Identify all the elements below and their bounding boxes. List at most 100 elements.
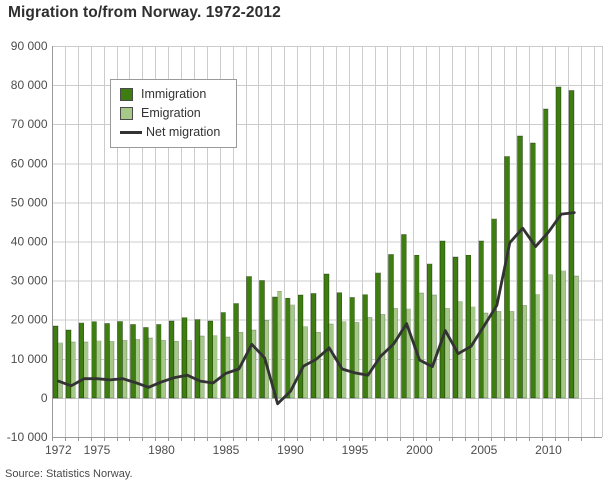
emigration-bar-1993: [328, 323, 334, 399]
legend-item-emigration: Emigration: [120, 106, 228, 120]
y-tick-label: 70 000: [11, 117, 48, 131]
y-tick-label: 50 000: [11, 195, 48, 209]
y-tick-label: 20 000: [11, 313, 48, 327]
emigration-bar-1981: [173, 340, 179, 399]
y-tick-label: 80 000: [11, 78, 48, 92]
legend-item-net: Net migration: [120, 125, 228, 139]
emigration-bar-1977: [122, 339, 128, 399]
net-migration-line-icon: [120, 130, 142, 134]
immigration-bar-1998: [388, 253, 394, 399]
x-tick-label: 1975: [84, 443, 111, 457]
immigration-bar-2004: [465, 254, 472, 399]
emigration-bar-1990: [289, 304, 296, 399]
immigration-bar-1999: [400, 234, 407, 399]
immigration-bar-1996: [362, 294, 369, 399]
y-tick-label: -10 000: [7, 430, 48, 444]
emigration-bar-1998: [392, 307, 399, 399]
immigration-bar-1980: [155, 323, 162, 399]
immigration-bar-2001: [426, 263, 433, 399]
emigration-bar-2012: [573, 275, 579, 399]
emigration-bar-2000: [418, 292, 425, 399]
immigration-bar-1992: [310, 293, 317, 399]
emigration-bar-1973: [70, 341, 76, 399]
immigration-bars: [52, 86, 575, 399]
y-axis-labels: 90 000 80 000 70 000 60 000 50 000 40 000 30 0…: [7, 39, 48, 444]
emigration-bar-1984: [212, 335, 218, 399]
immigration-bar-2009: [530, 142, 536, 399]
immigration-bar-1985: [220, 311, 227, 399]
y-tick-label: 60 000: [11, 156, 48, 170]
immigration-bar-1975: [91, 321, 98, 399]
emigration-bar-2010: [547, 274, 554, 399]
x-axis-labels: 1972 1975 1980 1985 1990 1995 2000 2005 2010: [45, 443, 562, 457]
immigration-bar-2002: [439, 240, 446, 399]
legend-label-emigration: Emigration: [141, 106, 201, 120]
immigration-bar-1990: [284, 297, 291, 399]
emigration-bar-1974: [83, 341, 89, 399]
emigration-bar-1995: [354, 321, 360, 399]
emigration-bar-1991: [302, 326, 308, 399]
emigration-swatch-icon: [120, 106, 133, 120]
immigration-bar-1976: [104, 323, 110, 399]
emigration-bar-1980: [160, 339, 166, 399]
emigration-bar-1989: [276, 290, 283, 399]
immigration-bar-1972: [52, 325, 59, 399]
immigration-bar-2011: [555, 86, 562, 399]
emigration-bar-1983: [199, 335, 205, 399]
emigration-bar-2004: [470, 306, 476, 399]
immigration-bar-1995: [349, 296, 356, 399]
x-tick-label: 2000: [406, 443, 433, 457]
emigration-bar-1985: [225, 336, 231, 399]
legend-label-immigration: Immigration: [141, 87, 207, 101]
immigration-bar-1974: [78, 322, 85, 399]
immigration-bar-1994: [336, 292, 343, 399]
y-tick-label: 30 000: [11, 274, 48, 288]
emigration-bar-2002: [444, 307, 450, 399]
chart-title: Migration to/from Norway. 1972-2012: [8, 4, 281, 21]
emigration-bar-2009: [534, 293, 541, 399]
immigration-bar-2010: [542, 108, 549, 399]
immigration-bar-2008: [517, 135, 523, 399]
y-tick-label: 90 000: [11, 39, 48, 53]
emigration-bar-2003: [457, 300, 463, 399]
immigration-bar-1986: [233, 302, 239, 399]
axes: [52, 46, 602, 441]
immigration-bar-2005: [478, 240, 485, 399]
x-tick-label: 1980: [148, 443, 175, 457]
immigration-bar-1991: [297, 294, 304, 399]
immigration-bar-1988: [259, 280, 265, 399]
immigration-bar-2007: [504, 155, 510, 399]
immigration-bar-1997: [375, 272, 381, 399]
immigration-bar-1989: [271, 296, 278, 399]
immigration-bar-1987: [246, 275, 252, 399]
emigration-bar-1994: [341, 321, 347, 399]
emigration-bar-1992: [315, 331, 321, 399]
emigration-bar-1996: [367, 316, 373, 399]
x-tick-label: 1995: [342, 443, 369, 457]
x-tick-label: 1972: [45, 443, 72, 457]
immigration-bar-2003: [452, 256, 459, 399]
legend-label-net: Net migration: [146, 125, 221, 139]
y-tick-label: 0: [41, 391, 48, 405]
immigration-bar-1973: [65, 329, 72, 399]
immigration-bar-1979: [142, 327, 149, 399]
emigration-bar-1972: [57, 342, 63, 399]
immigration-bar-1984: [207, 320, 214, 399]
emigration-bar-1978: [134, 339, 141, 399]
emigration-bar-2007: [509, 311, 515, 399]
x-tick-label: 1985: [213, 443, 240, 457]
emigration-bar-2011: [560, 270, 566, 399]
emigration-bar-2008: [522, 305, 528, 399]
legend: Immigration Emigration Net migration: [110, 79, 237, 148]
immigration-swatch-icon: [120, 87, 133, 101]
immigration-bar-1977: [117, 320, 123, 399]
source-note: Source: Statistics Norway.: [5, 468, 133, 480]
x-tick-label: 2010: [535, 443, 562, 457]
emigration-bar-1979: [147, 337, 154, 399]
legend-item-immigration: Immigration: [120, 87, 228, 101]
immigration-bar-1981: [168, 320, 175, 399]
y-tick-label: 40 000: [11, 235, 48, 249]
immigration-bar-1993: [323, 273, 330, 399]
